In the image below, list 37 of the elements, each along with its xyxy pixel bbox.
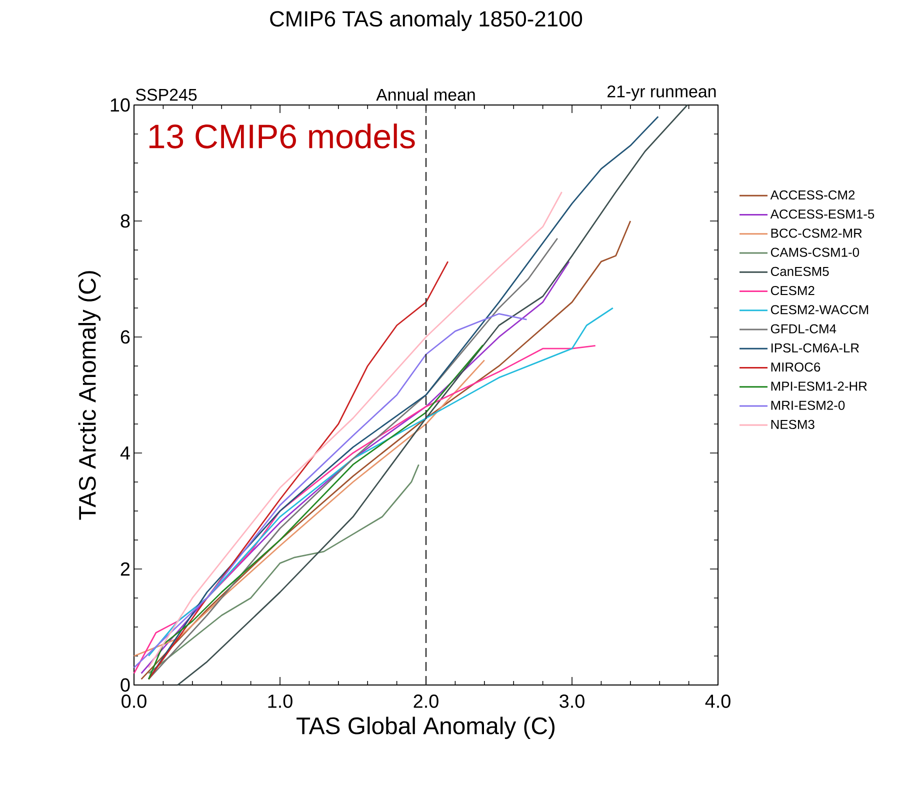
x-tick-label: 2.0 (414, 694, 438, 708)
legend-label: MRI-ESM2-0 (771, 400, 845, 410)
y-tick-label: 0 (120, 678, 130, 692)
legend-label: IPSL-CM6A-LR (772, 343, 859, 353)
line-series (140, 220, 632, 680)
y-tick-label: 4 (120, 446, 130, 460)
text: 21-yr runmean (608, 85, 716, 101)
line-series (148, 260, 449, 680)
text: SSP245 (136, 88, 197, 101)
x-tick-label: 1.0 (268, 694, 292, 708)
legend-label: CAMS-CSM1-0 (770, 248, 860, 257)
x-tick-label: 3.0 (560, 694, 584, 708)
x-tick-label: 0.0 (122, 694, 146, 708)
x-tick-label: 4.0 (705, 694, 730, 708)
y-tick-label: 6 (120, 330, 130, 344)
y-tick-label: 8 (120, 214, 130, 228)
legend-label: BCC-CSM2-MR (771, 228, 862, 238)
legend-label: ACCESS-ESM1-5 (770, 209, 874, 219)
line-series (148, 464, 420, 674)
y-axis-title: TAS Arctic Anomaly (C) (78, 271, 101, 520)
legend-label: GFDL-CM4 (770, 324, 836, 334)
legend-label: CanESM5 (770, 266, 829, 276)
text: Annual mean (376, 88, 475, 101)
line-series (133, 313, 528, 668)
legend-label: CESM2-WACCM (770, 305, 868, 314)
legend-label: NESM3 (771, 420, 814, 430)
y-tick-label: 10 (110, 98, 130, 112)
annotation: 13 CMIP6 models (149, 124, 415, 148)
legend-label: MIROC6 (771, 362, 820, 372)
x-axis-title: TAS Global Anomaly (C) (296, 716, 554, 740)
line-series (148, 307, 614, 657)
chart-title: CMIP6 TAS anomaly 1850-2100 (270, 10, 582, 31)
y-tick-label: 2 (120, 562, 130, 576)
line-series (133, 344, 596, 674)
legend-label: MPI-ESM1-2-HR (771, 382, 867, 391)
legend-label: ACCESS-CM2 (770, 190, 855, 200)
legend-label: CESM2 (770, 286, 814, 296)
